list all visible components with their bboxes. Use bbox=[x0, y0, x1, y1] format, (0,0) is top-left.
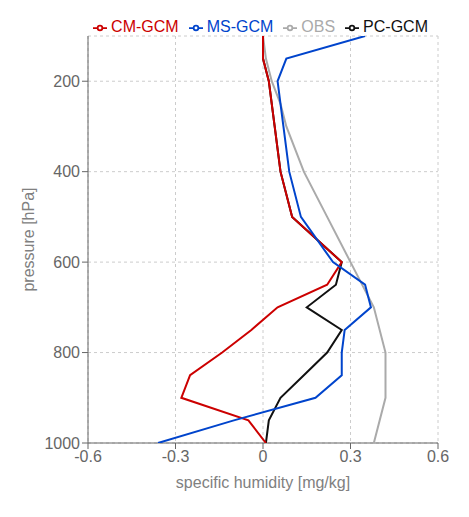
svg-text:200: 200 bbox=[53, 73, 80, 90]
svg-text:-0.3: -0.3 bbox=[162, 448, 190, 465]
svg-text:800: 800 bbox=[53, 344, 80, 361]
html-text:OBS: OBS bbox=[301, 18, 336, 35]
html-text:CM-GCM: CM-GCM bbox=[111, 18, 179, 35]
html-text:MS-GCM: MS-GCM bbox=[206, 18, 274, 35]
svg-text:specific humidity [mg/kg]: specific humidity [mg/kg] bbox=[176, 474, 350, 491]
svg-text:0.6: 0.6 bbox=[427, 448, 449, 465]
svg-text:0: 0 bbox=[259, 448, 268, 465]
svg-text:400: 400 bbox=[53, 163, 80, 180]
svg-text:1000: 1000 bbox=[44, 435, 80, 452]
svg-text:600: 600 bbox=[53, 254, 80, 271]
svg-text:pressure [hPa]: pressure [hPa] bbox=[20, 187, 37, 291]
svg-text:0.3: 0.3 bbox=[339, 448, 361, 465]
html-text:PC-GCM: PC-GCM bbox=[363, 18, 428, 35]
svg-text:-0.6: -0.6 bbox=[74, 448, 102, 466]
